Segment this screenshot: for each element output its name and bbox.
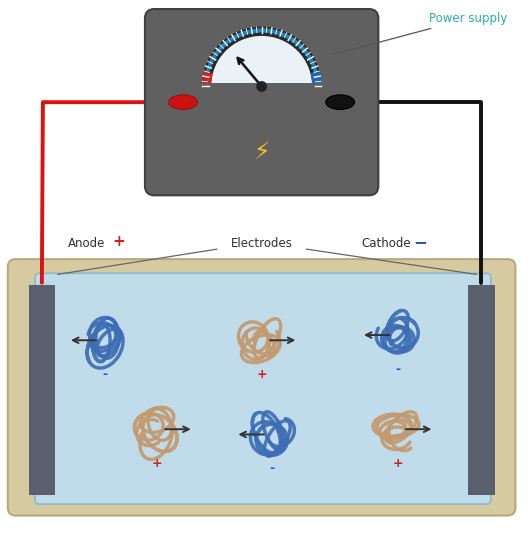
Text: Anode: Anode [68, 237, 106, 250]
Ellipse shape [169, 95, 197, 109]
Ellipse shape [326, 95, 354, 109]
Text: +: + [392, 457, 403, 470]
Wedge shape [206, 32, 317, 87]
Circle shape [257, 82, 266, 91]
Text: −: − [413, 233, 427, 251]
Text: Electrodes: Electrodes [231, 237, 293, 250]
FancyBboxPatch shape [35, 273, 491, 504]
Wedge shape [310, 71, 322, 87]
Text: -: - [395, 363, 400, 375]
Bar [29, 285, 55, 494]
Text: -: - [102, 368, 107, 381]
Text: +: + [256, 368, 267, 381]
Text: +: + [112, 234, 125, 249]
Text: Power supply: Power supply [333, 12, 507, 54]
Text: -: - [269, 462, 275, 475]
Wedge shape [202, 71, 213, 87]
Text: +: + [152, 457, 162, 470]
FancyBboxPatch shape [145, 9, 379, 195]
Bar [201, 83, 322, 90]
Bar [468, 285, 495, 494]
Text: Cathode: Cathode [361, 237, 411, 250]
Wedge shape [202, 27, 322, 87]
Text: ⚡: ⚡ [253, 140, 270, 164]
FancyBboxPatch shape [8, 259, 515, 515]
